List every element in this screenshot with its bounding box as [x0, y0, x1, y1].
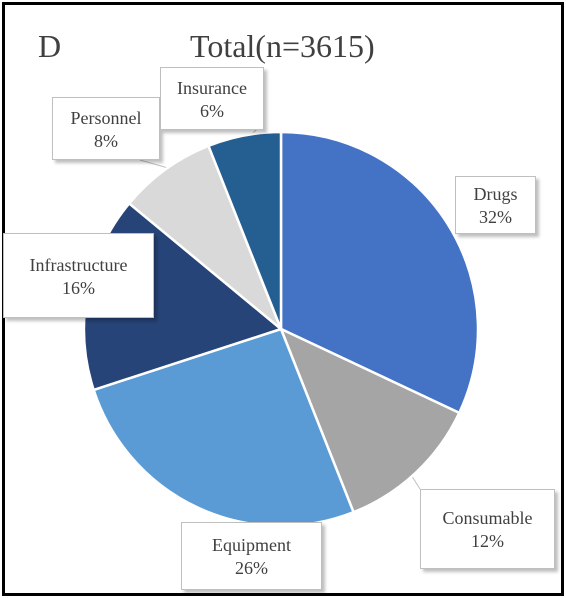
panel-letter: D	[38, 28, 62, 64]
data-label-drugs: Drugs 32%	[455, 176, 536, 234]
slice-percent: 26%	[235, 558, 268, 578]
slice-percent: 32%	[479, 207, 512, 227]
data-label-equipment: Equipment 26%	[181, 522, 322, 590]
slice-name: Infrastructure	[29, 254, 128, 275]
slice-name: Drugs	[473, 184, 518, 204]
leader-line-personnel	[139, 159, 169, 169]
pie-slice-insurance	[206, 130, 283, 330]
data-label-insurance: Insurance 6%	[160, 67, 264, 130]
slice-percent: 16%	[62, 277, 95, 298]
pie-slice-personnel	[127, 144, 283, 330]
pie-slices	[82, 130, 480, 528]
slice-percent: 8%	[94, 130, 118, 151]
slice-name: Consumable	[442, 508, 533, 528]
pie-slice-drugs	[279, 130, 480, 415]
slice-name: Personnel	[70, 107, 142, 128]
slice-percent: 6%	[200, 100, 224, 121]
chart-title: Total(n=3615)	[190, 28, 375, 64]
data-label-infrastructure: Infrastructure 16%	[3, 233, 154, 318]
slice-percent: 12%	[471, 531, 504, 551]
slice-name: Insurance	[177, 77, 247, 98]
slice-name: Equipment	[212, 535, 291, 555]
data-label-personnel: Personnel 8%	[52, 97, 160, 160]
data-label-consumable: Consumable 12%	[420, 489, 555, 569]
pie-slice-consumable	[278, 326, 461, 514]
